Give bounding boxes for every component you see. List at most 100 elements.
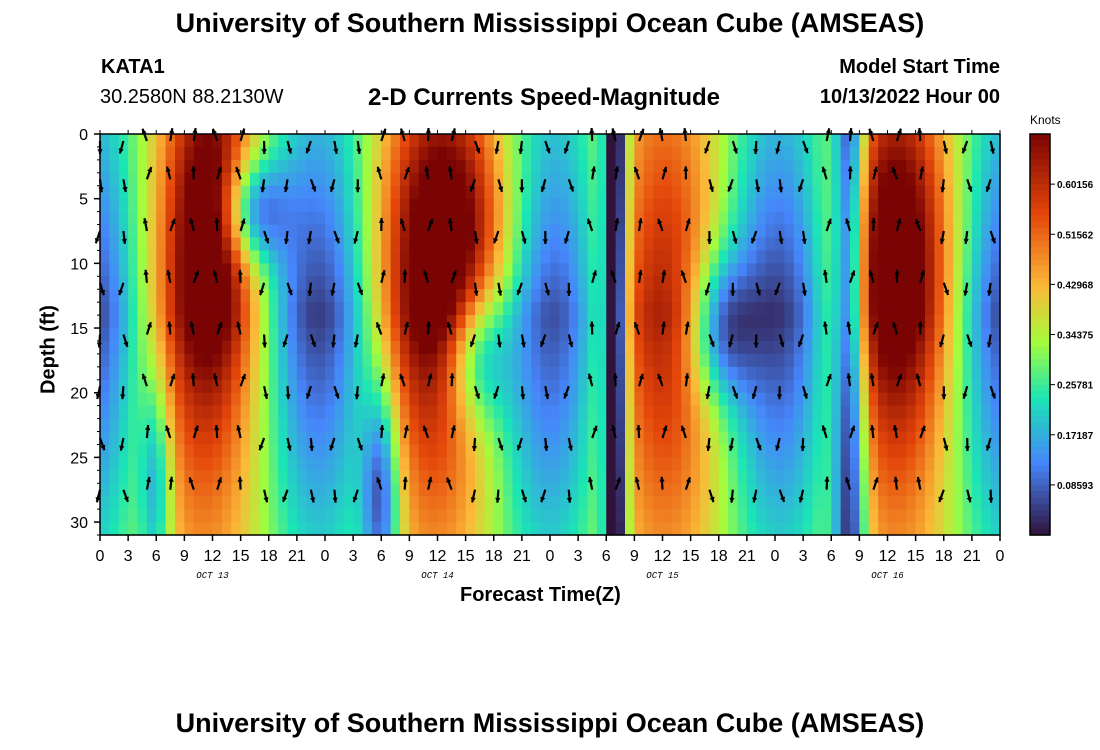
heatmap-cell — [700, 328, 710, 342]
heatmap-cell — [465, 522, 476, 536]
heatmap-cell — [878, 315, 889, 329]
current-vector-head — [451, 270, 457, 276]
heatmap-cell — [559, 276, 570, 290]
current-vector-head — [519, 187, 525, 193]
heatmap-cell — [428, 302, 439, 316]
heatmap-cell — [737, 366, 748, 381]
heatmap-cell — [540, 470, 551, 484]
heatmap-cell — [165, 198, 176, 213]
heatmap-cell — [109, 302, 120, 316]
current-vector-head — [447, 218, 453, 224]
current-vector-head — [751, 393, 757, 399]
heatmap-cell — [540, 185, 551, 200]
heatmap-cell — [512, 366, 523, 381]
heatmap-cell — [728, 496, 739, 510]
heatmap-cell — [756, 250, 767, 264]
heatmap-cell — [906, 418, 917, 433]
heatmap-cell — [868, 159, 879, 174]
heatmap-cell — [259, 211, 270, 226]
heatmap-cell — [212, 470, 223, 484]
heatmap-cell — [606, 405, 617, 420]
heatmap-cell — [184, 340, 195, 355]
heatmap-cell — [353, 250, 364, 264]
heatmap-cell — [765, 276, 776, 290]
heatmap-cell — [437, 470, 448, 484]
heatmap-cell — [681, 328, 692, 342]
heatmap-cell — [831, 340, 842, 355]
heatmap-cell — [718, 224, 729, 239]
heatmap-cell — [840, 470, 851, 484]
heatmap-cell — [503, 353, 514, 368]
heatmap-cell — [812, 457, 823, 471]
heatmap-cell — [484, 340, 495, 355]
heatmap-cell — [512, 263, 523, 277]
heatmap-cell — [259, 509, 270, 523]
heatmap-cell — [606, 198, 617, 213]
heatmap-cell — [634, 211, 645, 226]
current-vector-head — [235, 167, 241, 173]
heatmap-cell — [128, 328, 139, 342]
heatmap-cell — [587, 392, 598, 407]
heatmap-cell — [953, 470, 964, 484]
x-tick-label: 0 — [321, 548, 330, 565]
heatmap-cell — [175, 366, 185, 381]
heatmap-cell — [765, 250, 776, 264]
current-vector-head — [896, 128, 902, 134]
heatmap-cell — [934, 405, 945, 420]
heatmap-cell — [362, 483, 373, 497]
heatmap-cell — [212, 353, 223, 368]
heatmap-cell — [971, 431, 982, 446]
heatmap-cell — [737, 134, 748, 148]
heatmap-cell — [390, 172, 401, 187]
heatmap-cell — [634, 315, 645, 329]
heatmap-cell — [643, 353, 654, 368]
heatmap-cell — [709, 315, 720, 329]
current-vector-head — [705, 393, 711, 399]
heatmap-cell — [503, 146, 514, 161]
heatmap-cell — [400, 405, 410, 420]
heatmap-cell — [493, 470, 504, 484]
heatmap-cell — [625, 340, 635, 355]
heatmap-cell — [437, 353, 448, 368]
heatmap-cell — [803, 276, 814, 290]
heatmap-cell — [325, 159, 335, 174]
heatmap-cell — [128, 146, 139, 161]
heatmap-cell — [803, 159, 814, 174]
heatmap-cell — [268, 470, 279, 484]
heatmap-cell — [990, 211, 1001, 226]
heatmap-cell — [971, 483, 982, 497]
heatmap-cell — [278, 340, 289, 355]
heatmap-cell — [906, 315, 917, 329]
heatmap-cell — [821, 289, 832, 303]
current-vector-head — [567, 445, 573, 451]
heatmap-cell — [456, 211, 467, 226]
heatmap-cell — [990, 263, 1001, 277]
heatmap-cell — [475, 159, 485, 174]
heatmap-cell — [578, 289, 589, 303]
heatmap-cell — [475, 353, 485, 368]
heatmap-cell — [137, 444, 148, 458]
heatmap-cell — [540, 353, 551, 368]
current-vector-head — [542, 239, 548, 244]
current-vector-head — [166, 270, 172, 276]
heatmap-cell — [212, 366, 223, 381]
heatmap-cell — [728, 418, 739, 433]
heatmap-cell — [212, 431, 223, 446]
heatmap-cell — [465, 211, 476, 226]
heatmap-cell — [409, 457, 420, 471]
heatmap-cell — [437, 134, 448, 148]
heatmap-cell — [250, 457, 260, 471]
heatmap-cell — [896, 289, 907, 303]
heatmap-cell — [109, 509, 120, 523]
current-vector-head — [704, 289, 710, 296]
heatmap-cell — [643, 276, 654, 290]
heatmap-cell — [456, 522, 467, 536]
heatmap-cell — [709, 134, 720, 148]
heatmap-cell — [268, 431, 279, 446]
heatmap-cell — [784, 185, 795, 200]
heatmap-cell — [381, 328, 392, 342]
heatmap-cell — [690, 224, 701, 239]
heatmap-cell — [287, 392, 298, 407]
heatmap-cell — [859, 159, 870, 174]
heatmap-cell — [193, 302, 204, 316]
